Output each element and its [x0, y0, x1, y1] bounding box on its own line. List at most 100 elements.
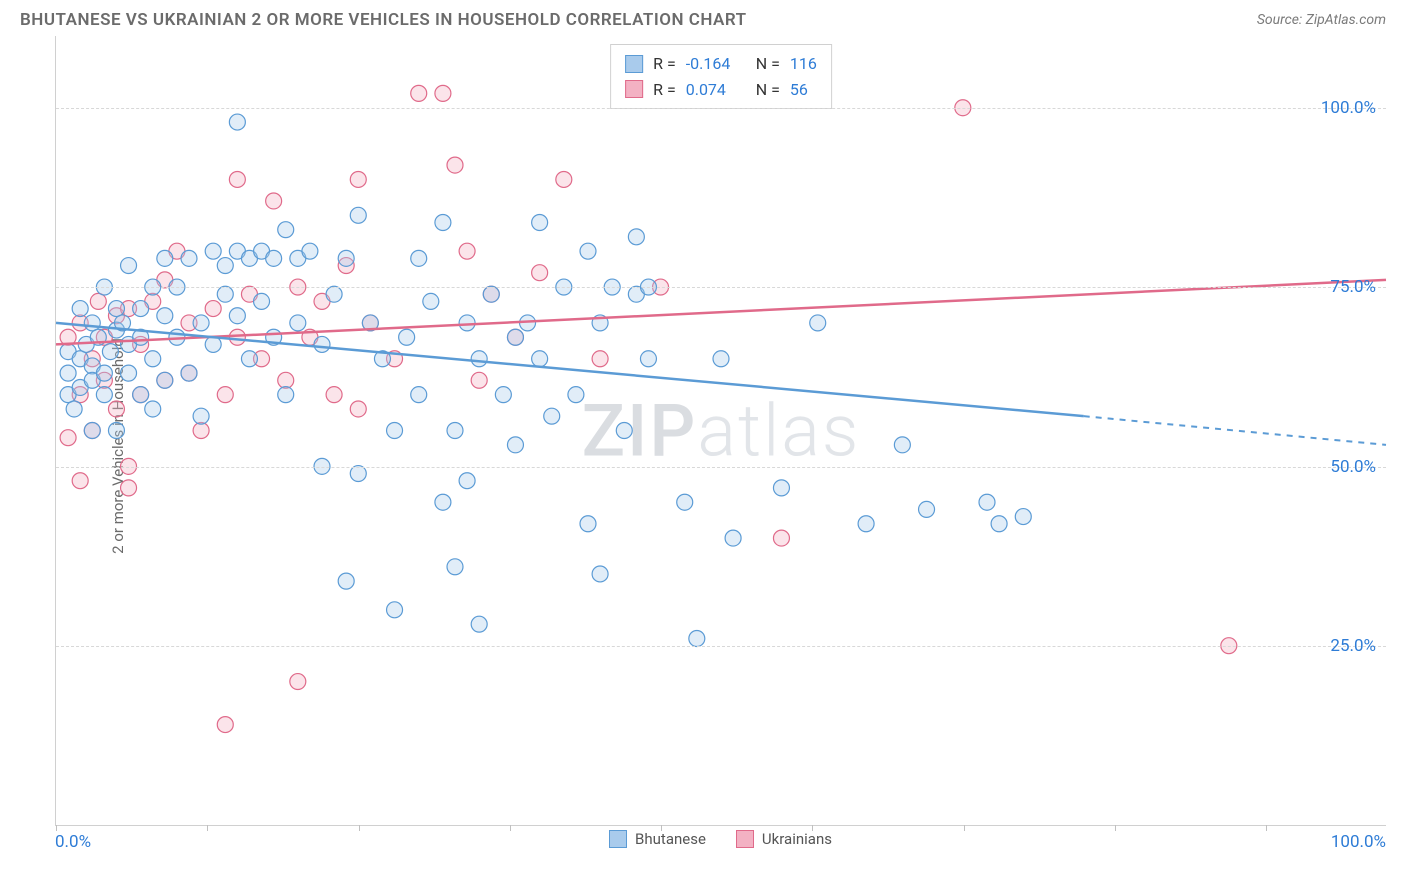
- ukrainians-point: [205, 301, 221, 317]
- bhutanese-point: [72, 301, 88, 317]
- bhutanese-point: [568, 387, 584, 403]
- bhutanese-point: [507, 437, 523, 453]
- bhutanese-point: [338, 573, 354, 589]
- bhutanese-point: [133, 301, 149, 317]
- bhutanese-legend-label: Bhutanese: [635, 830, 706, 848]
- bhutanese-point: [507, 329, 523, 345]
- bhutanese-point: [96, 387, 112, 403]
- ukrainians-point: [435, 85, 451, 101]
- bhutanese-point: [102, 344, 118, 360]
- bhutanese-point: [580, 243, 596, 259]
- bhutanese-point: [435, 494, 451, 510]
- ukrainians-legend-swatch: [736, 830, 754, 848]
- bhutanese-swatch: [625, 55, 643, 73]
- ukrainians-point: [471, 372, 487, 388]
- bhutanese-point: [217, 258, 233, 274]
- bhutanese-point: [84, 423, 100, 439]
- bhutanese-trend-line: [56, 323, 1084, 416]
- bhutanese-point: [290, 315, 306, 331]
- stats-row-ukrainians: R =0.074N =56: [625, 77, 817, 103]
- bhutanese-point: [423, 293, 439, 309]
- x-axis-labels: BhutaneseUkrainians 0.0%100.0%: [55, 830, 1386, 856]
- bhutanese-point: [471, 616, 487, 632]
- ukrainians-point: [592, 351, 608, 367]
- ukrainians-point: [556, 171, 572, 187]
- bhutanese-point: [302, 243, 318, 259]
- bhutanese-point: [677, 494, 693, 510]
- ukrainians-point: [60, 430, 76, 446]
- bhutanese-point: [447, 559, 463, 575]
- plot-area: ZIPatlas R =-0.164N =116R =0.074N =56 25…: [55, 36, 1386, 826]
- bhutanese-point: [338, 250, 354, 266]
- bhutanese-point: [229, 114, 245, 130]
- chart-svg: [56, 36, 1386, 825]
- bhutanese-point: [689, 631, 705, 647]
- bhutanese-point: [532, 215, 548, 231]
- n-label: N =: [756, 51, 780, 77]
- bhutanese-point: [121, 258, 137, 274]
- stats-row-bhutanese: R =-0.164N =116: [625, 51, 817, 77]
- bhutanese-point: [858, 516, 874, 532]
- bhutanese-point: [991, 516, 1007, 532]
- ukrainians-point: [108, 401, 124, 417]
- ukrainians-point: [90, 293, 106, 309]
- y-tick-label: 75.0%: [1330, 277, 1376, 297]
- bhutanese-point: [725, 530, 741, 546]
- bhutanese-point: [157, 308, 173, 324]
- ukrainians-point: [326, 387, 342, 403]
- bhutanese-point: [628, 229, 644, 245]
- bhutanese-point: [894, 437, 910, 453]
- bhutanese-point: [495, 387, 511, 403]
- ukrainians-point: [459, 243, 475, 259]
- bhutanese-point: [181, 365, 197, 381]
- bhutanese-point: [278, 387, 294, 403]
- r-label: R =: [653, 77, 676, 103]
- bhutanese-point: [773, 480, 789, 496]
- bhutanese-point: [229, 308, 245, 324]
- legend: Bhutanese Ukrainians: [55, 830, 1386, 848]
- gridline: [56, 467, 1386, 468]
- bhutanese-point: [447, 423, 463, 439]
- bhutanese-point: [483, 286, 499, 302]
- ukrainians-point: [72, 473, 88, 489]
- ukrainians-point: [278, 372, 294, 388]
- ukrainians-point: [350, 401, 366, 417]
- bhutanese-point: [278, 222, 294, 238]
- ukrainians-point: [121, 480, 137, 496]
- bhutanese-point: [435, 215, 451, 231]
- y-tick-label: 50.0%: [1330, 457, 1376, 477]
- bhutanese-point: [459, 473, 475, 489]
- ukrainians-legend-label: Ukrainians: [762, 830, 832, 848]
- bhutanese-point: [121, 365, 137, 381]
- bhutanese-point: [217, 286, 233, 302]
- legend-item-bhutanese: Bhutanese: [609, 830, 706, 848]
- bhutanese-point: [411, 250, 427, 266]
- y-tick-label: 25.0%: [1330, 636, 1376, 656]
- ukrainians-point: [229, 171, 245, 187]
- bhutanese-point: [713, 351, 729, 367]
- bhutanese-point: [145, 351, 161, 367]
- ukrainians-point: [229, 329, 245, 345]
- gridline: [56, 646, 1386, 647]
- gridline: [56, 108, 1386, 109]
- bhutanese-point: [616, 423, 632, 439]
- bhutanese-trend-line-dashed: [1084, 416, 1386, 445]
- bhutanese-point: [459, 315, 475, 331]
- bhutanese-point: [532, 351, 548, 367]
- bhutanese-n-value: 116: [790, 51, 817, 77]
- y-tick-label: 100.0%: [1321, 98, 1376, 118]
- bhutanese-point: [580, 516, 596, 532]
- gridline: [56, 287, 1386, 288]
- r-label: R =: [653, 51, 676, 77]
- ukrainians-point: [350, 171, 366, 187]
- bhutanese-point: [387, 423, 403, 439]
- bhutanese-point: [640, 351, 656, 367]
- bhutanese-point: [350, 207, 366, 223]
- ukrainians-point: [447, 157, 463, 173]
- bhutanese-point: [979, 494, 995, 510]
- ukrainians-point: [193, 423, 209, 439]
- bhutanese-point: [157, 250, 173, 266]
- bhutanese-point: [205, 243, 221, 259]
- bhutanese-point: [193, 408, 209, 424]
- bhutanese-point: [133, 387, 149, 403]
